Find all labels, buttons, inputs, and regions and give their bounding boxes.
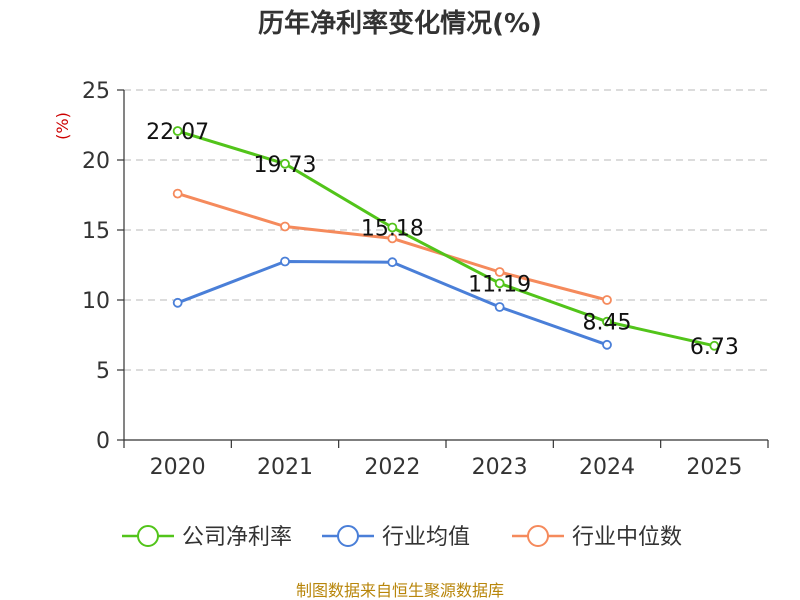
source-note: 制图数据来自恒生聚源数据库 — [296, 581, 504, 600]
data-point — [387, 257, 398, 268]
x-tick-label: 2022 — [364, 455, 420, 480]
data-point — [172, 188, 183, 199]
data-label: 8.45 — [583, 311, 632, 336]
data-point — [387, 222, 398, 233]
data-point — [280, 256, 290, 267]
legend-marker — [527, 525, 549, 547]
data-point — [602, 339, 612, 350]
series-line — [176, 192, 609, 302]
x-tick-label: 2021 — [257, 455, 313, 480]
legend-item: 行业均值 — [322, 525, 470, 550]
data-labels: 22.07 19.73 15.18 11.19 8.45 6.73 — [146, 120, 739, 360]
y-tick-label: 25 — [82, 79, 110, 104]
legend-marker — [337, 525, 359, 547]
data-point — [494, 267, 505, 277]
y-tick-label: 20 — [82, 149, 110, 174]
x-tick-label: 2024 — [579, 455, 635, 480]
data-point — [387, 233, 398, 244]
data-label: 22.07 — [146, 120, 209, 145]
series-line — [176, 129, 716, 348]
data-point — [280, 221, 290, 232]
data-point — [494, 278, 505, 289]
data-point — [602, 295, 612, 305]
y-axis-unit: (%) — [53, 112, 72, 140]
x-tick-label: 2020 — [150, 455, 206, 480]
data-point — [709, 340, 720, 351]
data-label: 19.73 — [254, 153, 317, 178]
y-tick-label: 10 — [82, 289, 110, 314]
legend-label: 公司净利率 — [182, 525, 292, 550]
data-label: 11.19 — [468, 272, 531, 297]
data-label: 6.73 — [690, 335, 739, 360]
x-tick-label: 2023 — [472, 455, 528, 480]
y-tick-label: 0 — [96, 429, 110, 454]
series-lines — [172, 126, 720, 351]
y-tick-label: 15 — [82, 219, 110, 244]
legend-marker — [137, 525, 159, 547]
grid-lines — [124, 89, 768, 371]
data-point — [280, 158, 290, 169]
chart-title: 历年净利率变化情况(%) — [258, 8, 542, 39]
y-tick-label: 5 — [96, 359, 110, 384]
x-tick-label: 2025 — [686, 455, 742, 480]
data-point — [602, 316, 612, 327]
data-point — [172, 126, 183, 136]
legend-item: 公司净利率 — [122, 525, 292, 550]
legend-label: 行业均值 — [382, 525, 470, 550]
data-label: 15.18 — [361, 216, 424, 241]
legend-label: 行业中位数 — [572, 525, 682, 550]
series-line — [176, 260, 609, 347]
legend-item: 行业中位数 — [512, 525, 682, 550]
data-point — [172, 297, 183, 308]
legend: 公司净利率 行业均值 行业中位数 — [122, 525, 682, 550]
data-point — [494, 302, 505, 312]
